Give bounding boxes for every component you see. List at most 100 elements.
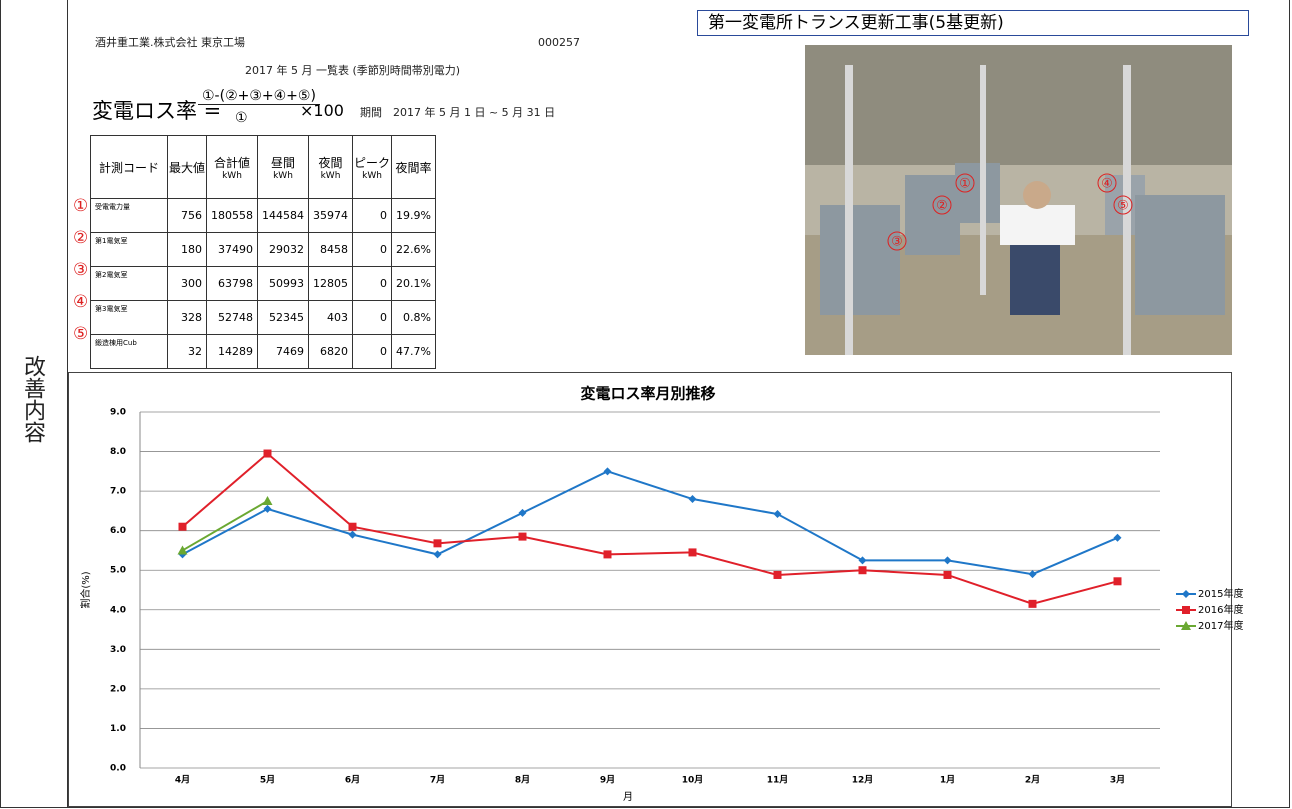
table-row: 鍛造棟用Cub 32 14289 7469 6820 0 47.7%: [90, 334, 436, 369]
x-tick-label: 3月: [1110, 775, 1125, 786]
data-point: [262, 496, 273, 505]
data-point: [1113, 533, 1122, 542]
chart-title: 変電ロス率月別推移: [580, 385, 715, 403]
data-point: [263, 504, 272, 513]
table-cell: 29032: [257, 232, 310, 267]
data-point: [348, 522, 357, 531]
photo-marker: ④: [1101, 177, 1113, 192]
data-point: [348, 530, 357, 539]
x-tick-label: 8月: [515, 775, 530, 786]
table-cell: 756: [166, 198, 208, 233]
x-tick-label: 5月: [260, 775, 275, 786]
data-point: [518, 532, 527, 541]
y-tick-label: 9.0: [110, 408, 126, 418]
row-marker: ⑤: [73, 324, 89, 344]
header-unit: kWh: [320, 170, 341, 181]
table-cell: 0: [352, 232, 393, 267]
x-tick-label: 4月: [175, 775, 190, 786]
table-cell: 第2電気室: [90, 266, 168, 301]
formula-name: 変電ロス率 =: [92, 99, 222, 123]
photo-marker-ring: [932, 195, 952, 215]
series-line: [182, 470, 1118, 576]
y-axis-label: 割合(%): [79, 571, 92, 608]
data-point: [688, 495, 697, 504]
table-cell: 12805: [308, 266, 354, 301]
x-tick-label: 2月: [1025, 775, 1040, 786]
legend-label: 2016年度: [1198, 603, 1243, 616]
table-cell: 37490: [206, 232, 259, 267]
data-point: [178, 522, 187, 531]
data-point: [1028, 599, 1037, 608]
data-point: [518, 508, 527, 517]
data-point: [773, 510, 782, 519]
row-marker: ②: [73, 228, 89, 248]
chart: 変電ロス率月別推移 割合(%) 月 0.0 1.0 2.0 3.0 4.0 5.0 6.0 7…: [68, 372, 1243, 807]
table-header: 最大値: [166, 135, 208, 199]
table-row: 受電電力量 756 180558 144584 35974 0 19.9%: [90, 198, 436, 233]
table-cell: 19.9%: [391, 198, 436, 233]
photo-marker: ②: [936, 199, 948, 214]
data-point: [688, 548, 697, 557]
data-point: [943, 570, 952, 579]
y-tick-label: 2.0: [110, 684, 126, 694]
photo: ①② ③ ④⑤: [805, 45, 1232, 355]
series-line: [181, 452, 1118, 605]
y-tick-label: 5.0: [110, 566, 126, 576]
x-axis-label: 月: [623, 791, 633, 803]
photo-marker: ⑤: [1117, 199, 1129, 214]
x-tick-label: 9月: [600, 775, 615, 786]
legend-label: 2015年度: [1198, 587, 1243, 600]
table-cell: 180: [166, 232, 208, 267]
series-line: [181, 500, 269, 552]
table-cell: 0: [352, 198, 393, 233]
y-tick-label: 8.0: [110, 447, 126, 457]
table-cell: 180558: [206, 198, 259, 233]
data-point: [1113, 577, 1122, 586]
table-cell: 0: [352, 266, 393, 301]
table-header: 計測コード: [90, 135, 168, 199]
table-row: 第2電気室 300 63798 50993 12805 0 20.1%: [90, 266, 436, 301]
row-marker: ④: [73, 292, 89, 312]
table-cell: 47.7%: [391, 334, 436, 369]
table-cell: 144584: [257, 198, 310, 233]
legend-label: 2017年度: [1198, 619, 1243, 632]
data-point: [858, 566, 867, 575]
legend-marker: [1181, 621, 1191, 630]
chart-frame: [68, 372, 1232, 807]
data-point: [943, 556, 952, 565]
table-cell: 7469: [257, 334, 310, 369]
header-unit: kWh: [362, 170, 382, 181]
table-header: 夜間 kWh: [308, 135, 354, 199]
photo-marker-ring: [955, 173, 975, 193]
header-label: ピーク: [354, 155, 391, 170]
table-row: 第1電気室 180 37490 29032 8458 0 22.6%: [90, 232, 436, 267]
header-label: 夜間: [318, 155, 343, 170]
table-cell: 第3電気室: [90, 300, 168, 335]
table-header: 合計値 kWh: [206, 135, 259, 199]
table-header: ピーク kWh: [352, 135, 393, 199]
table-cell: 8458: [308, 232, 354, 267]
legend-marker: [1182, 606, 1190, 614]
row-marker: ③: [73, 260, 89, 280]
table-cell: 32: [166, 334, 208, 369]
side-label: 改善内容: [20, 355, 45, 443]
y-tick-label: 1.0: [110, 724, 126, 734]
x-tick-label: 12月: [852, 775, 874, 786]
y-tick-label: 4.0: [110, 605, 126, 615]
table-cell: 50993: [257, 266, 310, 301]
data-point: [603, 550, 612, 559]
table-cell: 328: [166, 300, 208, 335]
table-cell: 35974: [308, 198, 354, 233]
header-label: 昼間: [271, 155, 296, 170]
x-tick-label: 1月: [940, 775, 955, 786]
data-point: [433, 539, 442, 548]
data-point: [263, 449, 272, 458]
y-tick-label: 6.0: [110, 526, 126, 536]
subtitle: 2017 年 5 月 一覧表 (季節別時間帯別電力): [245, 64, 461, 77]
y-tick-label: 0.0: [110, 764, 126, 774]
side-column: [0, 0, 68, 808]
formula-denominator: ①: [235, 110, 248, 126]
formula-factor: ×100: [300, 101, 344, 120]
photo-title: 第一変電所トランス更新工事(5基更新): [697, 10, 1249, 36]
table-cell: 22.6%: [391, 232, 436, 267]
